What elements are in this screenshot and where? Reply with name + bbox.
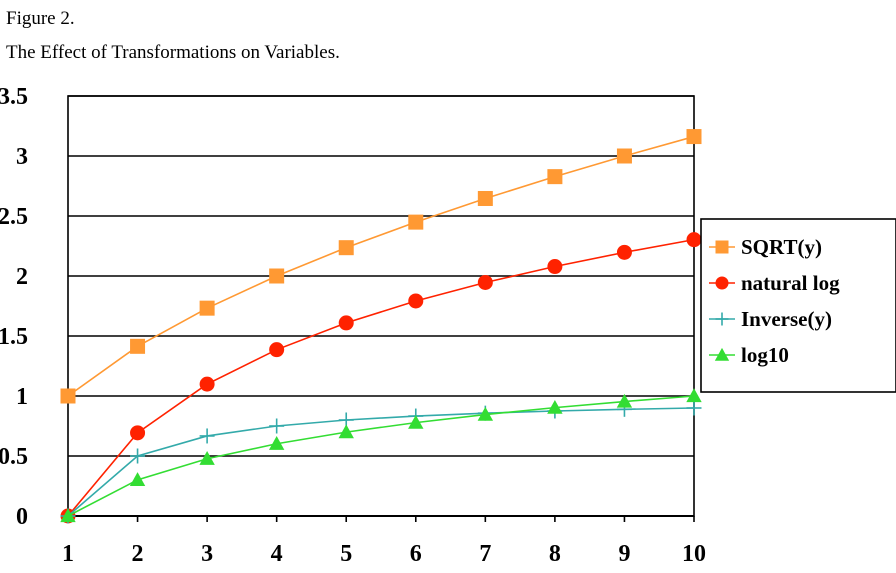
y-tick-label: 1 — [16, 384, 28, 410]
data-point — [269, 342, 285, 358]
x-tick-label: 7 — [479, 541, 491, 567]
figure-caption: The Effect of Transformations on Variabl… — [6, 42, 340, 63]
y-tick-label: 0 — [16, 504, 28, 530]
series-2 — [60, 232, 702, 524]
legend-item: SQRT(y) — [709, 235, 822, 259]
x-tick-label: 4 — [271, 541, 283, 567]
data-point — [129, 472, 146, 487]
data-point — [269, 268, 285, 284]
data-point — [199, 376, 215, 392]
y-tick-label: 2.5 — [0, 204, 28, 230]
data-point — [408, 214, 424, 230]
data-point — [477, 406, 494, 421]
series-line — [67, 395, 695, 517]
data-point — [408, 414, 424, 429]
data-point — [269, 418, 285, 434]
x-tick-label: 9 — [618, 541, 630, 567]
data-point — [547, 259, 563, 275]
legend-label: natural log — [741, 271, 840, 295]
plot-frame — [67, 95, 695, 517]
legend-label: SQRT(y) — [741, 235, 822, 259]
x-tick-label: 10 — [682, 541, 706, 567]
x-tick-label: 2 — [132, 541, 144, 567]
data-point — [477, 274, 493, 290]
data-point — [130, 425, 146, 441]
data-point — [268, 436, 285, 450]
y-tick-labels: 0 0.5 1 1.5 2 2.5 3 3.5 — [0, 84, 28, 530]
y-tick-label: 3 — [16, 144, 28, 170]
y-tick-label: 2 — [16, 264, 28, 290]
legend-item: Inverse(y) — [709, 307, 832, 331]
data-point — [408, 293, 424, 309]
data-point — [60, 388, 76, 404]
data-point — [338, 424, 354, 439]
legend: SQRT(y) natural log Inverse(y) log10 — [700, 218, 896, 393]
data-point — [60, 508, 76, 523]
y-tick-label: 0.5 — [0, 444, 28, 470]
series-line — [67, 407, 695, 517]
data-point — [616, 148, 632, 164]
gridlines — [68, 95, 694, 457]
data-point — [715, 312, 729, 326]
series-line — [67, 135, 695, 397]
legend-box — [700, 218, 896, 393]
legend-label: Inverse(y) — [741, 307, 832, 331]
x-tick-label: 1 — [62, 541, 74, 567]
data-point — [686, 129, 702, 145]
data-point — [547, 169, 563, 185]
series-1 — [60, 129, 702, 404]
data-point — [715, 240, 729, 254]
y-tick-label: 3.5 — [0, 84, 28, 110]
data-point — [686, 388, 702, 403]
data-point — [715, 276, 729, 290]
data-point — [477, 190, 493, 206]
data-point — [714, 347, 730, 361]
legend-label: log10 — [741, 343, 789, 367]
legend-item: natural log — [709, 271, 840, 295]
data-point — [130, 338, 146, 354]
data-point — [338, 315, 354, 331]
x-tick-label: 8 — [549, 541, 561, 567]
data-point — [616, 244, 632, 260]
data-point — [199, 428, 215, 444]
data-point — [547, 399, 563, 414]
data-point — [616, 393, 633, 408]
y-tick-label: 1.5 — [0, 324, 28, 350]
x-tick-label: 5 — [340, 541, 352, 567]
series-lines — [60, 129, 702, 524]
data-point — [338, 240, 354, 256]
x-tick-labels: 1 2 3 4 5 6 7 8 9 10 — [62, 541, 706, 567]
series-4 — [60, 388, 702, 523]
legend-item: log10 — [709, 343, 789, 367]
data-point — [686, 232, 702, 248]
data-point — [686, 400, 702, 416]
x-tick-label: 3 — [201, 541, 213, 567]
axes — [67, 95, 695, 522]
x-tick-label: 6 — [410, 541, 422, 567]
data-point — [199, 451, 215, 465]
data-point — [130, 448, 146, 464]
data-point — [199, 300, 215, 316]
figure-number: Figure 2. — [6, 8, 75, 29]
series-line — [67, 238, 695, 517]
